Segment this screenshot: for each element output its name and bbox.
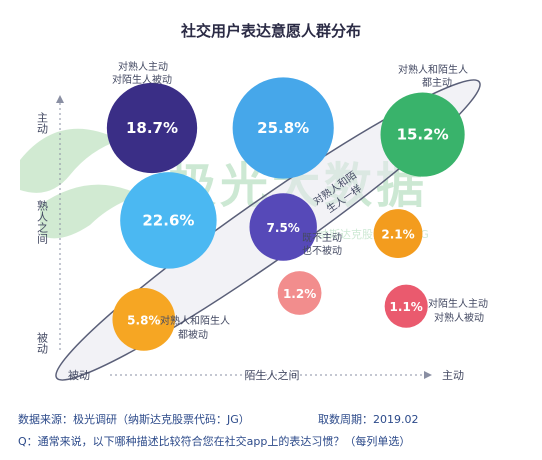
annotation-top-left: 对熟人主动 对陌生人被动	[112, 60, 172, 86]
chart-title: 社交用户表达意愿人群分布	[180, 22, 361, 40]
svg-text:都被动: 都被动	[178, 328, 208, 341]
bubble-8: 1.1%	[384, 284, 428, 328]
bubble-circle-5	[373, 209, 423, 259]
bubble-3: 22.6%	[120, 172, 217, 269]
bubble-circle-8	[384, 284, 428, 328]
bubble-label-4: 7.5%	[267, 221, 300, 235]
bubble-layer: 18.7% 25.8% 15.2% 22.6% 7.5% 2.1% 5.8% 1.2% 1.1%	[106, 77, 465, 351]
watermark-logo-icon	[20, 128, 140, 239]
bubble-circle-3	[120, 172, 217, 269]
svg-text:也不被动: 也不被动	[302, 244, 342, 257]
svg-text:都主动: 都主动	[422, 77, 452, 89]
bubble-4: 7.5%	[249, 193, 317, 261]
svg-text:对熟人和陌生人: 对熟人和陌生人	[160, 314, 230, 327]
bubble-label-1: 25.8%	[257, 119, 309, 137]
svg-text:对熟人主动: 对熟人主动	[118, 60, 168, 73]
bubble-label-5: 2.1%	[381, 228, 414, 242]
svg-text:既不主动: 既不主动	[302, 232, 342, 244]
y-tick-bottom: 被动	[36, 332, 49, 354]
bubble-6: 5.8%	[112, 288, 176, 351]
svg-text:对陌生人被动: 对陌生人被动	[112, 73, 172, 86]
bubble-circle-7	[277, 271, 322, 315]
annotation-middle: 既不主动 也不被动	[302, 232, 342, 257]
bubble-circle-1	[232, 77, 334, 179]
bubble-label-6: 5.8%	[127, 313, 160, 327]
svg-text:对陌生人主动: 对陌生人主动	[428, 297, 488, 310]
x-axis-label: 陌生人之间	[245, 368, 300, 382]
bubble-5: 2.1%	[373, 209, 423, 259]
bubble-circle-2	[380, 92, 465, 177]
footer-question: Q：通常来说，以下哪种描述比较符合您在社交app上的表达习惯？（每列单选）	[18, 435, 411, 448]
bubble-label-3: 22.6%	[142, 211, 194, 229]
bubble-label-2: 15.2%	[397, 126, 449, 144]
x-tick-left: 被动	[68, 369, 90, 382]
svg-text:对熟人被动: 对熟人被动	[434, 311, 484, 324]
bubble-label-7: 1.2%	[283, 287, 316, 301]
bubble-label-8: 1.1%	[390, 300, 423, 314]
bubble-1: 25.8%	[232, 77, 334, 179]
y-tick-top: 主动	[36, 112, 49, 134]
footer-source: 数据来源：极光调研（纳斯达克股票代码：JG）	[18, 413, 250, 426]
svg-text:对熟人和陌生人: 对熟人和陌生人	[398, 63, 468, 76]
bubble-7: 1.2%	[277, 271, 322, 315]
bubble-circle-6	[112, 288, 176, 351]
annotation-top-right: 对熟人和陌生人 都主动	[398, 63, 468, 89]
annotation-bottom-right: 对陌生人主动 对熟人被动	[428, 297, 488, 324]
annotation-bottom-left: 对熟人和陌生人 都被动	[160, 314, 230, 341]
footer-period: 取数周期：2019.02	[318, 413, 419, 426]
bubble-circle-0	[106, 82, 198, 174]
y-axis-label: 熟人之间	[36, 199, 49, 245]
x-tick-right: 主动	[442, 369, 464, 382]
bubble-circle-4	[249, 193, 317, 261]
bubble-label-0: 18.7%	[126, 119, 178, 137]
bubble-2: 15.2%	[380, 92, 465, 177]
bubble-0: 18.7%	[106, 82, 198, 174]
